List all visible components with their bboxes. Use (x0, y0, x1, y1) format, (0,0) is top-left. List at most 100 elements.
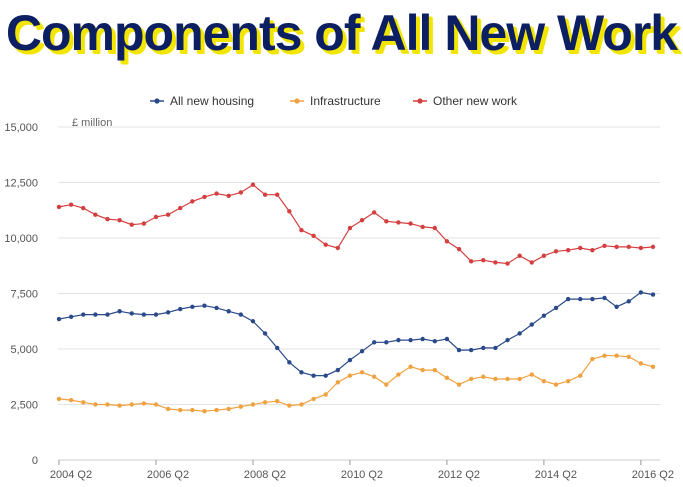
data-point (565, 378, 571, 384)
legend-marker (154, 98, 160, 104)
data-point (505, 337, 510, 343)
data-point (214, 407, 219, 413)
data-point (226, 193, 231, 199)
data-point (105, 402, 110, 407)
data-point (262, 331, 268, 336)
x-axis: 2004 Q2 2006 Q2 2008 Q2 2010 Q2 2012 Q2 2014 … (50, 460, 674, 481)
data-point (226, 309, 231, 314)
data-point (56, 204, 62, 210)
y-tick-label: 0 (32, 455, 38, 467)
data-point (650, 364, 656, 369)
data-point (117, 309, 122, 314)
data-point (311, 233, 316, 238)
data-point (529, 372, 534, 377)
data-point (396, 337, 401, 343)
x-tick-label: 2010 Q2 (341, 469, 383, 481)
data-point (578, 245, 583, 251)
data-point (432, 225, 437, 231)
data-point (432, 339, 437, 344)
data-point (602, 243, 607, 248)
data-point (202, 194, 207, 200)
data-point (190, 304, 195, 310)
data-point (444, 336, 450, 342)
x-tick-label: 2004 Q2 (50, 469, 92, 481)
data-point (614, 353, 619, 358)
data-point (420, 224, 425, 230)
data-point (541, 253, 547, 258)
legend-label: Other new work (433, 94, 518, 108)
data-point (529, 260, 534, 265)
data-point (371, 210, 377, 215)
x-tick-label: 2012 Q2 (438, 469, 480, 481)
data-point (529, 322, 534, 327)
data-point (359, 370, 365, 375)
data-point (602, 295, 607, 301)
data-point (553, 382, 559, 387)
data-point (165, 310, 171, 315)
data-point (384, 382, 389, 387)
data-point (517, 376, 522, 382)
x-tick-label: 2008 Q2 (244, 469, 286, 481)
y-tick-label: 2,500 (10, 400, 38, 412)
data-point (384, 340, 389, 345)
data-point (517, 253, 522, 258)
data-point (178, 407, 183, 413)
data-point (81, 400, 86, 405)
data-point (505, 261, 510, 266)
data-point (287, 403, 292, 408)
data-point (626, 299, 631, 304)
x-tick-label: 2016 Q2 (632, 469, 674, 481)
data-point (553, 305, 559, 311)
y-axis-ticks: 0 2,500 5,000 7,500 10,000 12,500 15,000 (4, 122, 38, 467)
data-point (481, 258, 486, 263)
legend-label: Infrastructure (310, 94, 381, 108)
data-point (468, 259, 474, 264)
data-point (335, 245, 341, 251)
data-point (650, 292, 656, 297)
data-point (553, 249, 559, 254)
data-point (347, 357, 353, 363)
data-point (165, 406, 171, 412)
y-axis-label: £ million (72, 117, 112, 129)
data-point (56, 316, 62, 322)
data-point (481, 345, 486, 351)
data-point (614, 244, 619, 250)
data-point (287, 209, 292, 214)
data-point (190, 199, 195, 204)
data-point (590, 248, 595, 253)
data-point (311, 396, 316, 402)
data-point (275, 398, 280, 404)
data-point (335, 380, 341, 385)
data-point (68, 314, 74, 320)
data-point (299, 228, 304, 233)
data-point (178, 205, 183, 211)
data-point (541, 313, 547, 318)
legend-label: All new housing (170, 94, 254, 108)
data-point (650, 244, 656, 250)
data-point (444, 239, 450, 244)
data-point (371, 374, 377, 379)
data-point (638, 245, 644, 251)
data-point (517, 331, 522, 336)
data-point (250, 182, 256, 187)
data-point (578, 296, 583, 302)
data-point (335, 367, 341, 373)
data-point (323, 242, 328, 247)
data-point (565, 296, 571, 302)
legend-marker (294, 98, 300, 104)
data-point (275, 345, 280, 351)
data-point (323, 392, 328, 397)
data-point (456, 382, 462, 387)
data-point (505, 376, 510, 382)
data-point (117, 218, 122, 223)
x-tick-label: 2006 Q2 (147, 469, 189, 481)
data-point (493, 345, 498, 351)
series-line (58, 183, 654, 265)
grid-lines (58, 126, 660, 461)
data-point (250, 319, 256, 324)
series-layer (56, 182, 656, 414)
data-point (68, 202, 74, 207)
data-point (493, 260, 498, 265)
data-point (432, 367, 437, 373)
